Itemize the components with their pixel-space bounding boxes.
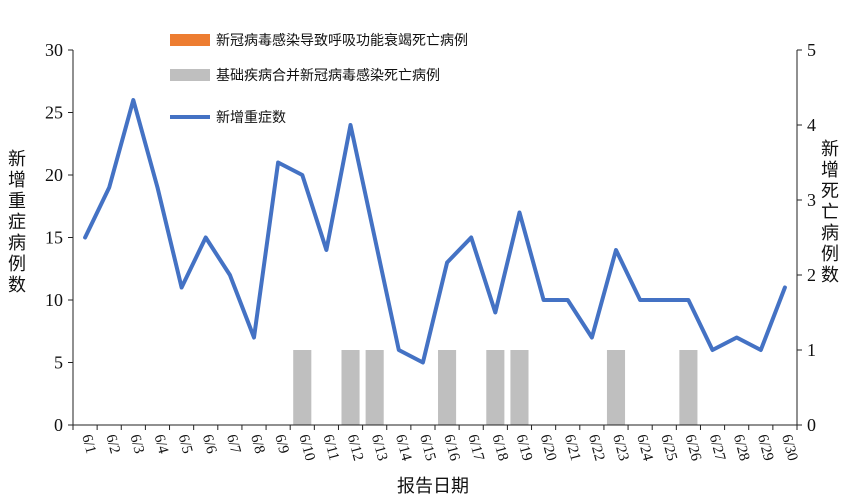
y2-tick-label: 4 bbox=[807, 115, 816, 135]
x-tick-label: 6/15 bbox=[416, 433, 438, 463]
x-tick-label: 6/13 bbox=[368, 433, 390, 463]
x-tick-label: 6/26 bbox=[682, 433, 704, 463]
x-tick-label: 6/3 bbox=[127, 433, 147, 456]
x-tick-label: 6/1 bbox=[78, 433, 98, 456]
x-tick-label: 6/9 bbox=[271, 433, 291, 456]
bar bbox=[365, 350, 384, 425]
x-tick-label: 6/20 bbox=[537, 433, 559, 463]
x-tick-label: 6/6 bbox=[199, 433, 220, 456]
bar bbox=[438, 350, 457, 425]
legend-label: 新冠病毒感染导致呼吸功能衰竭死亡病例 bbox=[216, 32, 468, 49]
y-tick-label: 15 bbox=[45, 228, 63, 248]
x-tick-label: 6/24 bbox=[633, 433, 655, 463]
x-tick-label: 6/4 bbox=[151, 433, 172, 456]
y-axis-title: 新增重症病例数 bbox=[8, 149, 26, 296]
y-tick-label: 30 bbox=[45, 40, 63, 60]
x-tick-label: 6/14 bbox=[392, 433, 414, 463]
x-tick-label: 6/8 bbox=[247, 433, 267, 456]
x-tick-label: 6/23 bbox=[609, 433, 631, 463]
x-tick-label: 6/18 bbox=[489, 433, 511, 463]
x-tick-label: 6/28 bbox=[730, 433, 752, 463]
y-tick-label: 5 bbox=[54, 353, 63, 373]
x-axis-title: 报告日期 bbox=[397, 476, 469, 497]
y2-tick-label: 5 bbox=[807, 40, 816, 60]
y2-tick-label: 3 bbox=[807, 190, 816, 210]
y2-tick-label: 1 bbox=[807, 340, 816, 360]
x-tick-label: 6/5 bbox=[175, 433, 195, 456]
bar bbox=[679, 350, 698, 425]
series-line bbox=[83, 98, 787, 365]
bar bbox=[341, 350, 360, 425]
x-tick-label: 6/27 bbox=[706, 433, 728, 463]
x-tick-label: 6/25 bbox=[657, 433, 679, 463]
x-tick-label: 6/12 bbox=[344, 433, 366, 463]
y-tick-label: 0 bbox=[54, 415, 63, 435]
x-tick-label: 6/16 bbox=[440, 433, 462, 463]
y2-axis-title: 新增死亡病例数 bbox=[821, 139, 839, 286]
x-tick-label: 6/10 bbox=[295, 433, 317, 463]
bar bbox=[606, 350, 626, 425]
legend-swatch bbox=[170, 34, 210, 46]
y2-tick-label: 0 bbox=[807, 415, 816, 435]
x-tick-label: 6/19 bbox=[513, 433, 535, 463]
x-tick-label: 6/17 bbox=[464, 433, 486, 463]
bar bbox=[510, 350, 529, 425]
bar bbox=[293, 350, 312, 425]
y-tick-label: 20 bbox=[45, 165, 63, 185]
bar bbox=[486, 350, 505, 425]
x-tick-label: 6/7 bbox=[223, 433, 244, 456]
x-tick-label: 6/29 bbox=[754, 433, 776, 463]
x-tick-label: 6/30 bbox=[778, 433, 800, 463]
x-tick-label: 6/11 bbox=[320, 433, 342, 462]
y-tick-label: 25 bbox=[45, 103, 63, 123]
x-tick-label: 6/22 bbox=[585, 433, 607, 463]
x-tick-label: 6/2 bbox=[102, 433, 122, 456]
x-tick-label: 6/21 bbox=[561, 433, 583, 463]
y-tick-label: 10 bbox=[45, 290, 63, 310]
legend-label: 新增重症数 bbox=[216, 110, 286, 126]
legend-swatch bbox=[170, 69, 210, 81]
y2-tick-label: 2 bbox=[807, 265, 816, 285]
legend-label: 基础疾病合并新冠病毒感染死亡病例 bbox=[216, 67, 440, 84]
